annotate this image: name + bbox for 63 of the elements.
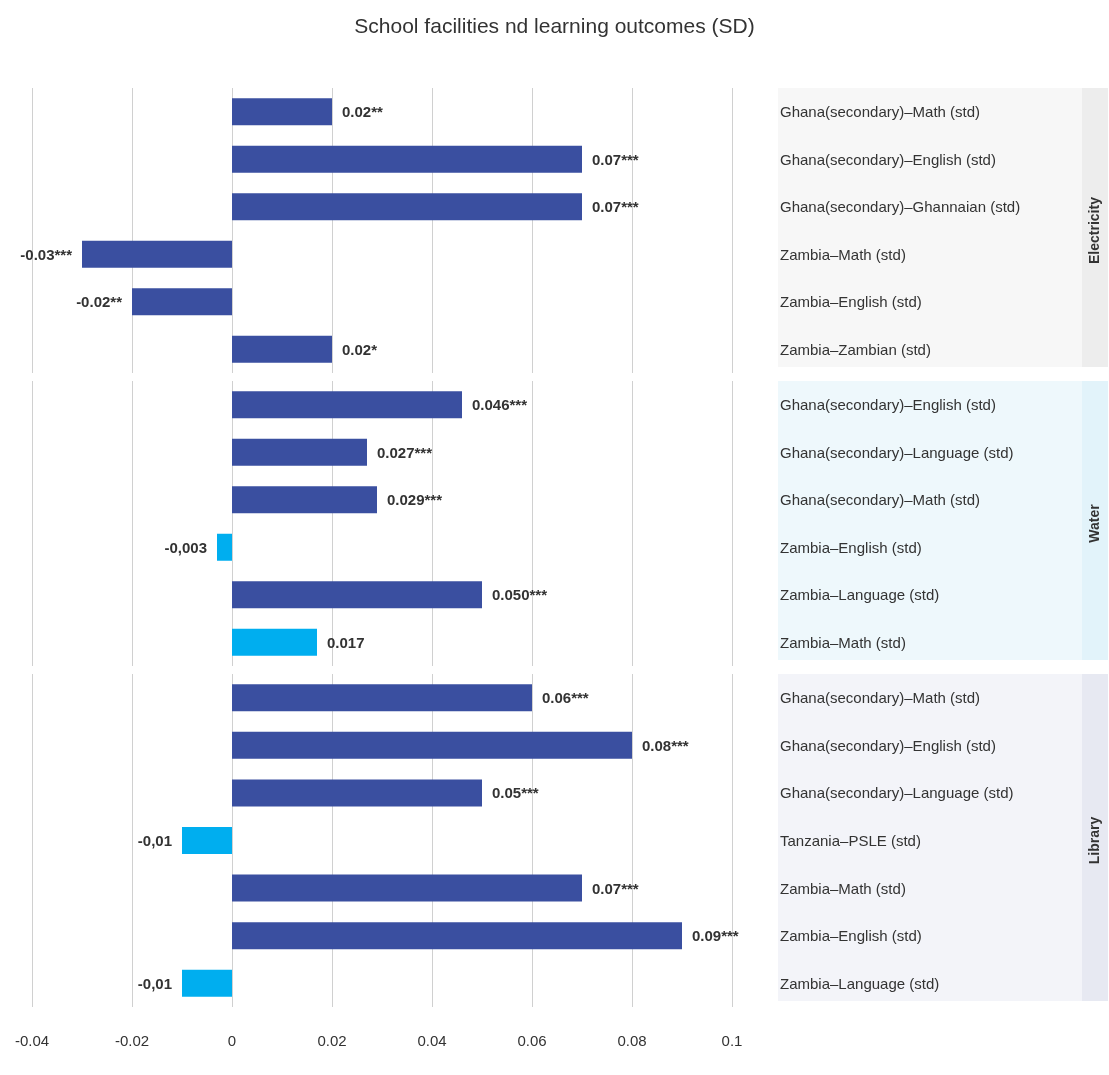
data-label: 0.029*** [387,491,443,509]
x-tick-label: -0.02 [114,1032,150,1049]
bar [182,827,232,854]
chart-title: School facilities nd learning outcomes (SD) [354,14,755,37]
bar [232,486,377,514]
x-tick-label: 0.04 [417,1032,447,1049]
bar [232,581,482,609]
data-label: 0.07*** [592,150,639,168]
y-tick-label: Zambia–Language (std) [780,586,940,604]
data-label: 0.017 [327,633,365,651]
x-tick-label: 0.1 [721,1032,743,1049]
y-tick-label: Zambia–Language (std) [780,974,940,992]
data-label: 0.046*** [472,396,528,414]
data-label: 0.06*** [542,689,589,707]
data-label: -0.03*** [20,245,73,263]
bar [232,779,482,807]
y-tick-label: Ghana(secondary)–Ghannaian (std) [780,198,1021,216]
bar [217,533,232,561]
y-tick-label: Ghana(secondary)–Language (std) [780,784,1014,802]
y-tick-label: Zambia–English (std) [780,293,922,311]
data-label: 0.02* [342,340,378,358]
y-tick-label: Zambia–English (std) [780,538,922,556]
data-label: -0.02** [76,293,123,311]
y-axis-title: Library [1086,816,1102,865]
data-label: 0.050*** [492,586,548,604]
y-tick-label: Ghana(secondary)–English (std) [780,150,996,168]
y-tick-label: Ghana(secondary)–English (std) [780,396,996,414]
bar [232,391,462,419]
y-tick-label: Ghana(secondary)–Math (std) [780,103,981,121]
data-label: -0,01 [137,832,172,849]
bar [232,874,582,902]
data-label: -0,01 [137,974,172,992]
data-label: 0.02** [342,103,384,121]
y-tick-label: Zambia–English (std) [780,927,922,945]
y-tick-label: Ghana(secondary)–English (std) [780,736,996,754]
bar [182,969,232,997]
y-axis-title: Electricity [1086,196,1102,264]
y-tick-label: Tanzania–PSLE (std) [780,832,921,849]
bar [232,438,367,466]
data-label: 0.07*** [592,198,639,216]
y-tick-label: Ghana(secondary)–Language (std) [780,443,1014,461]
data-label: 0.07*** [592,879,639,897]
x-tick-label: -0.04 [14,1032,50,1049]
bar [232,731,632,759]
y-axis-title: Water [1086,503,1102,543]
data-label: 0.08*** [642,736,689,754]
x-tick-label: 0 [227,1032,237,1049]
x-tick-label: 0.02 [317,1032,347,1049]
y-tick-label: Ghana(secondary)–Math (std) [780,491,981,509]
data-label: 0.05*** [492,784,539,802]
bar [232,922,682,950]
data-label: -0,003 [164,538,207,556]
y-tick-label: Zambia–Zambian (std) [780,340,931,358]
y-tick-label: Zambia–Math (std) [780,633,906,651]
x-tick-label: 0.08 [617,1032,647,1049]
y-tick-label: Zambia–Math (std) [780,245,906,263]
data-label: 0.09*** [692,927,739,945]
x-tick-label: 0.06 [517,1032,547,1049]
data-label: 0.027*** [377,443,433,461]
y-tick-label: Zambia–Math (std) [780,879,906,897]
bar [232,628,317,656]
y-tick-label: Ghana(secondary)–Math (std) [780,689,981,707]
bar [232,684,532,712]
